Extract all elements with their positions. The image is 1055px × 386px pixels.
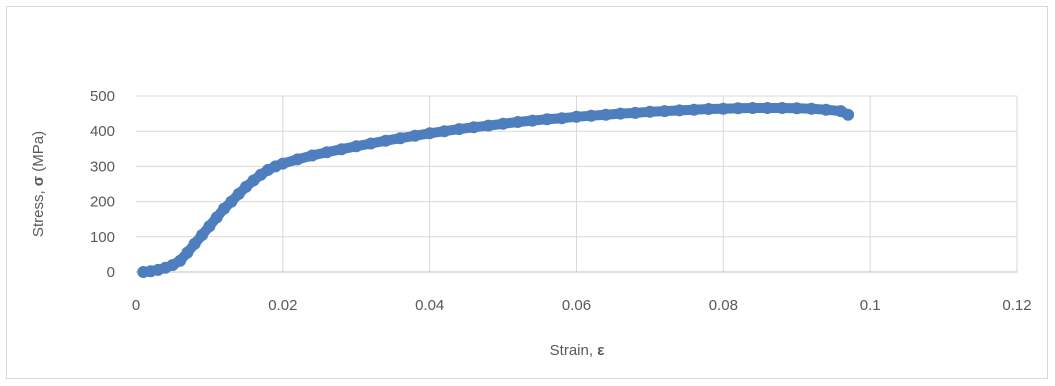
- y-tick-label: 100: [90, 229, 115, 246]
- y-tick-label: 200: [90, 194, 115, 211]
- data-point: [276, 157, 289, 170]
- y-axis-symbol: σ: [30, 176, 47, 186]
- data-point: [702, 103, 715, 115]
- data-point: [643, 105, 656, 118]
- data-point: [174, 254, 187, 267]
- x-tick-label: 0: [132, 297, 140, 314]
- data-point: [482, 119, 495, 132]
- x-tick-label: 0.02: [268, 297, 297, 314]
- data-point: [688, 103, 700, 116]
- chart-frame: 0 0.02 0.04 0.06 0.08 0.1 0.12 0 100 200 300 400 50…: [6, 6, 1048, 379]
- data-point: [453, 123, 465, 136]
- data-point: [673, 104, 686, 117]
- data-point: [350, 140, 363, 153]
- data-point: [555, 112, 568, 125]
- x-tick-label: 0.1: [860, 297, 881, 314]
- x-tick-label: 0.12: [1002, 297, 1031, 314]
- data-point: [717, 102, 730, 115]
- stress-strain-chart: 0 0.02 0.04 0.06 0.08 0.1 0.12 0 100 200 300 400 50…: [30, 88, 1032, 359]
- data-point: [497, 117, 510, 130]
- y-axis-title-text: Stress,: [30, 186, 47, 237]
- data-point: [306, 149, 319, 162]
- data-point: [526, 114, 539, 127]
- x-tick-labels: 0 0.02 0.04 0.06 0.08 0.1 0.12: [132, 297, 1032, 314]
- data-point: [614, 107, 627, 120]
- data-point: [335, 143, 348, 156]
- y-axis-title: Stress, σ (MPa): [30, 131, 47, 237]
- y-tick-label: 0: [107, 264, 115, 281]
- data-point: [364, 137, 377, 150]
- data-point: [225, 195, 238, 208]
- data-point: [776, 102, 789, 114]
- x-tick-label: 0.04: [415, 297, 444, 314]
- data-point: [599, 108, 612, 121]
- data-point: [629, 106, 642, 119]
- x-tick-label: 0.08: [709, 297, 738, 314]
- data-point: [658, 105, 671, 118]
- data-point: [511, 116, 524, 128]
- data-point: [379, 134, 392, 147]
- data-point: [203, 220, 216, 233]
- data-point: [438, 125, 451, 138]
- data-point: [409, 129, 421, 142]
- data-point: [181, 246, 194, 259]
- data-point: [790, 102, 803, 115]
- y-axis-unit: (MPa): [30, 131, 47, 176]
- data-point: [746, 102, 759, 114]
- data-point: [210, 211, 223, 224]
- x-axis-title-text: Strain,: [550, 342, 598, 359]
- data-point: [585, 109, 598, 122]
- data-series: [137, 102, 855, 278]
- x-axis-title: Strain, ε: [550, 342, 605, 359]
- y-tick-label: 300: [90, 158, 115, 175]
- data-point: [842, 108, 855, 121]
- data-point: [732, 102, 744, 115]
- data-point: [188, 237, 201, 250]
- y-tick-labels: 0 100 200 300 400 500: [90, 88, 115, 281]
- data-point: [423, 127, 436, 140]
- x-axis-symbol: ε: [597, 342, 604, 359]
- x-tick-label: 0.06: [562, 297, 591, 314]
- data-point: [761, 102, 774, 114]
- data-point: [541, 113, 554, 126]
- data-point: [196, 229, 209, 241]
- data-point: [291, 153, 304, 166]
- data-point: [320, 146, 333, 159]
- data-point: [467, 121, 480, 134]
- data-point: [805, 102, 818, 115]
- y-tick-label: 400: [90, 123, 115, 140]
- data-point: [394, 132, 407, 145]
- data-point: [570, 110, 583, 123]
- y-tick-label: 500: [90, 88, 115, 105]
- data-point: [820, 103, 833, 116]
